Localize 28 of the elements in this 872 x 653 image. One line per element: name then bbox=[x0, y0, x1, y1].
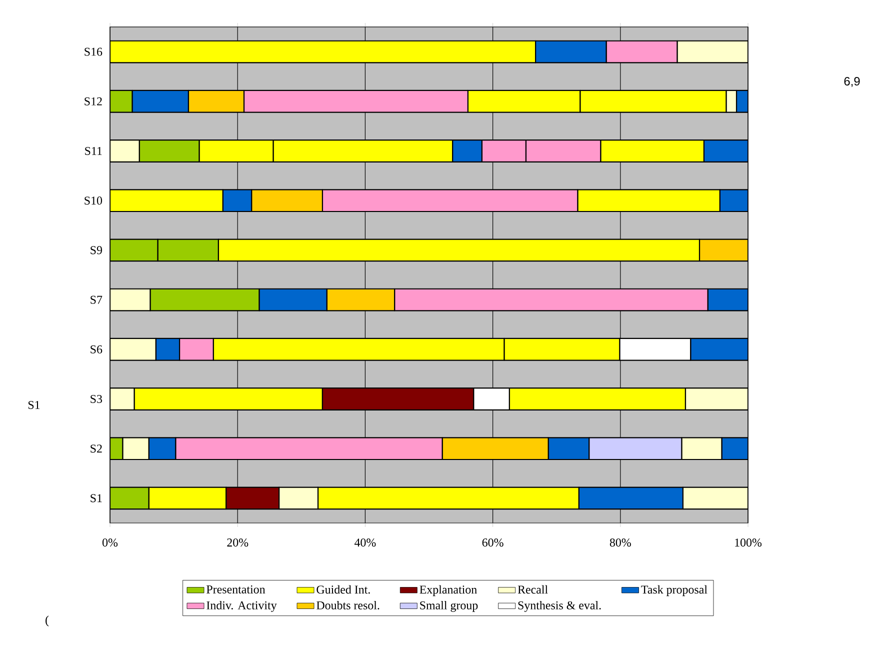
y-tick-label: S1 bbox=[90, 494, 102, 502]
y-tick-label: S3 bbox=[90, 394, 102, 403]
legend-label: Small group bbox=[420, 601, 478, 612]
text: ( bbox=[46, 616, 49, 626]
legend-label: Indiv. Activity bbox=[206, 601, 277, 612]
x-tick-label: 100% bbox=[735, 538, 762, 547]
legend-label: Doubts resol. bbox=[316, 601, 380, 610]
y-tick-label: S11 bbox=[85, 146, 102, 155]
text: 6,9 bbox=[844, 77, 860, 87]
legend-label: Explanation bbox=[420, 585, 477, 596]
text: S1 bbox=[28, 400, 40, 409]
y-tick-label: S2 bbox=[90, 444, 102, 453]
y-tick-label: S12 bbox=[84, 97, 102, 106]
legend-label: Presentation bbox=[206, 585, 266, 594]
x-tick-label: 0% bbox=[102, 538, 118, 547]
y-tick-label: S6 bbox=[90, 345, 102, 354]
legend-label: Recall bbox=[518, 585, 548, 594]
y-tick-label: S9 bbox=[90, 246, 102, 254]
x-tick-label: 80% bbox=[610, 538, 631, 547]
x-tick-label: 40% bbox=[354, 538, 376, 547]
y-tick-label: S16 bbox=[84, 48, 102, 56]
legend-label: Synthesis & eval. bbox=[518, 601, 601, 612]
y-tick-label: S7 bbox=[90, 296, 102, 304]
y-tick-label: S10 bbox=[84, 196, 102, 205]
legend-label: Task proposal bbox=[641, 585, 708, 596]
legend-label: Guided Int. bbox=[316, 585, 370, 594]
x-tick-label: 20% bbox=[227, 538, 248, 547]
x-tick-label: 60% bbox=[482, 538, 504, 547]
